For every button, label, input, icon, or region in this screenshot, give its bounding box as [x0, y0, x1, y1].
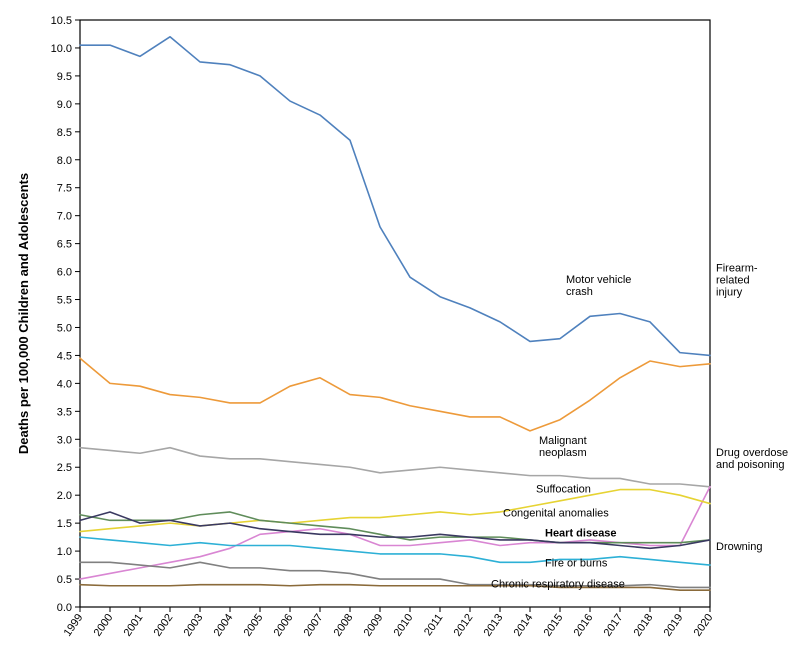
- ytick-label: 3.0: [57, 434, 72, 446]
- ytick-label: 6.0: [57, 267, 72, 279]
- y-axis-label: Deaths per 100,000 Children and Adolesce…: [16, 173, 31, 454]
- series-label: Chronic respiratory disease: [491, 578, 625, 590]
- ytick-label: 4.5: [57, 350, 72, 362]
- ytick-label: 1.0: [57, 546, 72, 558]
- ytick-label: 4.0: [57, 378, 72, 390]
- series-label: Drug overdoseand poisoning: [716, 447, 788, 471]
- ytick-label: 1.5: [57, 518, 72, 530]
- series-label: Fire or burns: [545, 558, 608, 570]
- series-label: Congenital anomalies: [503, 507, 609, 519]
- ytick-label: 2.5: [57, 462, 72, 474]
- ytick-label: 8.5: [57, 127, 72, 139]
- ytick-label: 6.5: [57, 239, 72, 251]
- ytick-label: 5.0: [57, 322, 72, 334]
- ytick-label: 9.5: [57, 71, 72, 83]
- line-chart: 0.0 0.5 1.0 1.5 2.0 2.5 3.0 3.5 4.0 4.5 5.0 5.5 6.0 6…: [0, 0, 800, 667]
- chart-container: 0.0 0.5 1.0 1.5 2.0 2.5 3.0 3.5 4.0 4.5 5.0 5.5 6.0 6…: [0, 0, 800, 667]
- ytick-label: 2.0: [57, 490, 72, 502]
- ytick-label: 0.5: [57, 574, 72, 586]
- ytick-label: 5.5: [57, 295, 72, 307]
- ytick-label: 7.0: [57, 211, 72, 223]
- series-label: Drowning: [716, 541, 762, 553]
- ytick-label: 7.5: [57, 183, 72, 195]
- series-label: Malignantneoplasm: [539, 435, 587, 459]
- ytick-label: 9.0: [57, 99, 72, 111]
- ytick-label: 3.5: [57, 406, 72, 418]
- ytick-label: 0.0: [57, 602, 72, 614]
- ytick-label: 8.0: [57, 155, 72, 167]
- ytick-label: 10.0: [51, 43, 72, 55]
- ytick-label: 10.5: [51, 15, 72, 27]
- series-label: Suffocation: [536, 483, 591, 495]
- series-label: Heart disease: [545, 528, 617, 540]
